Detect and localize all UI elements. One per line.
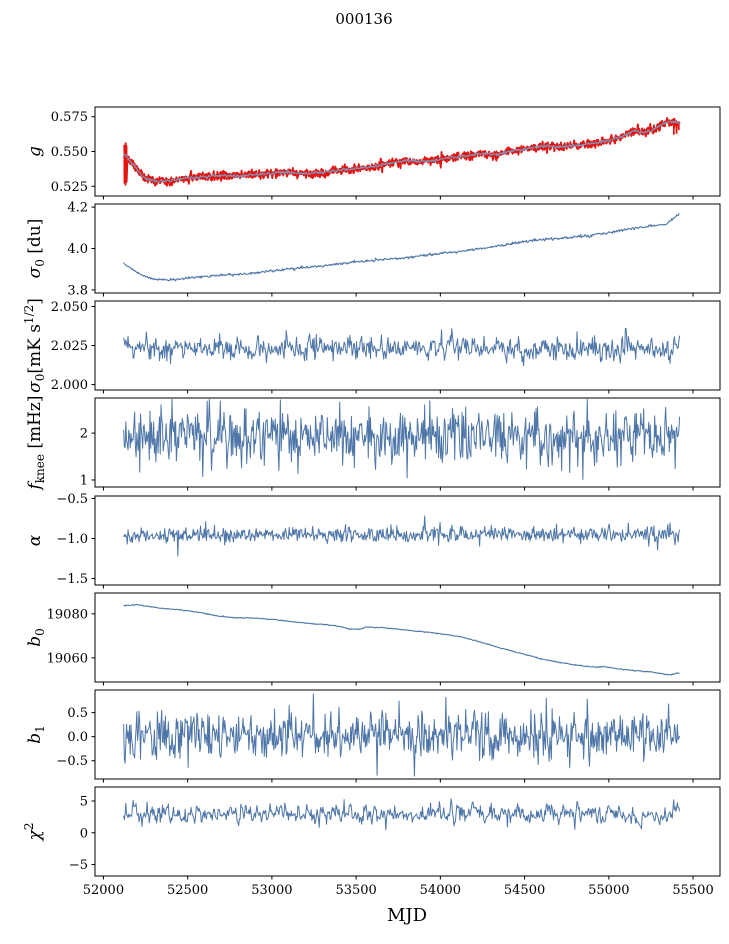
y-tick-label: 0 [80, 826, 88, 841]
y-tick-label: −1.0 [56, 532, 88, 547]
y-axis-label-sigma0-mK: σ0[mK s1/2] [22, 298, 47, 393]
y-tick-label: 19080 [47, 607, 88, 622]
series-line-b1-0 [123, 693, 681, 777]
x-tick-label: 55000 [588, 883, 629, 898]
series-line-g-2 [123, 120, 681, 183]
panel-b1: 0.5 0.0 −0.5 b1 [25, 689, 721, 783]
y-axis-label-fknee: fknee [mHz] [25, 395, 47, 491]
x-tick-label: 52000 [83, 883, 124, 898]
y-tick-label: −5 [69, 858, 88, 873]
x-tick-label: 53000 [251, 883, 292, 898]
series-line-sigma0-du-0 [123, 213, 680, 282]
panel-box-fknee [94, 397, 721, 488]
series-line-sigma0-mK-0 [123, 327, 681, 367]
y-tick-label: 19060 [47, 651, 88, 666]
y-tick-label: 0.5 [67, 706, 88, 721]
y-axis-label-b1: b1 [25, 725, 47, 744]
y-tick-label: −1.5 [56, 572, 88, 587]
x-tick-label: 53500 [335, 883, 376, 898]
y-tick-label: 5 [80, 794, 88, 809]
y-axis-label-g: g [25, 146, 45, 157]
y-tick-label: 0.550 [51, 145, 88, 160]
panel-box-b0 [94, 592, 721, 683]
y-tick-label: 0.0 [67, 730, 88, 745]
y-tick-label: 4.2 [67, 201, 88, 216]
series-line-chi2-0 [123, 798, 681, 831]
y-tick-label: 4.0 [67, 242, 88, 257]
panel-sigma0-mK: 2.050 2.025 2.000 σ0[mK s1/2] [22, 298, 721, 394]
y-tick-label: −0.5 [56, 754, 88, 769]
panel-box-alpha [94, 495, 721, 586]
plot-title: 000136 [335, 10, 392, 28]
y-axis-label-b0: b0 [25, 628, 47, 647]
x-tick-label: 54000 [420, 883, 461, 898]
panel-sigma0-du: 4.2 4.0 3.8 σ0 [du] [25, 201, 721, 298]
y-tick-label: 2.000 [51, 378, 88, 393]
y-tick-label: 0.525 [51, 180, 88, 195]
y-axis-label-alpha: α [25, 534, 45, 546]
series-line-alpha-0 [123, 515, 681, 557]
x-axis-label: MJD [387, 905, 427, 926]
x-tick-label: 52500 [167, 883, 208, 898]
panel-box-chi2 [94, 786, 721, 877]
x-tick-label: 54500 [504, 883, 545, 898]
x-axis: 52000 52500 53000 53500 54000 54500 55000 55500 [83, 883, 714, 898]
panel-alpha: −0.5 −1.0 −1.5 α [25, 492, 721, 589]
y-tick-label: 3.8 [67, 283, 88, 298]
y-tick-label: 2 [80, 427, 88, 442]
x-tick-label: 55500 [672, 883, 713, 898]
panel-fknee: 2 1 fknee [mHz] [25, 395, 721, 492]
y-axis-label-chi2: χ2 [22, 823, 45, 842]
y-axis-label-sigma0-du: σ0 [du] [25, 219, 47, 279]
y-tick-label: 2.025 [51, 339, 88, 354]
panel-box-b1 [94, 689, 721, 780]
y-tick-label: 2.050 [51, 300, 88, 315]
panel-chi2: 5 0 −5 χ2 [22, 786, 721, 880]
series-line-g-1 [123, 119, 681, 187]
panel-g: 0.575 0.550 0.525 g [25, 106, 721, 200]
y-tick-label: −0.5 [56, 492, 88, 507]
series-line-b0-0 [123, 603, 680, 676]
y-tick-label: 1 [80, 473, 88, 488]
y-tick-label: 0.575 [51, 110, 88, 125]
series-line-fknee-0 [123, 398, 681, 480]
